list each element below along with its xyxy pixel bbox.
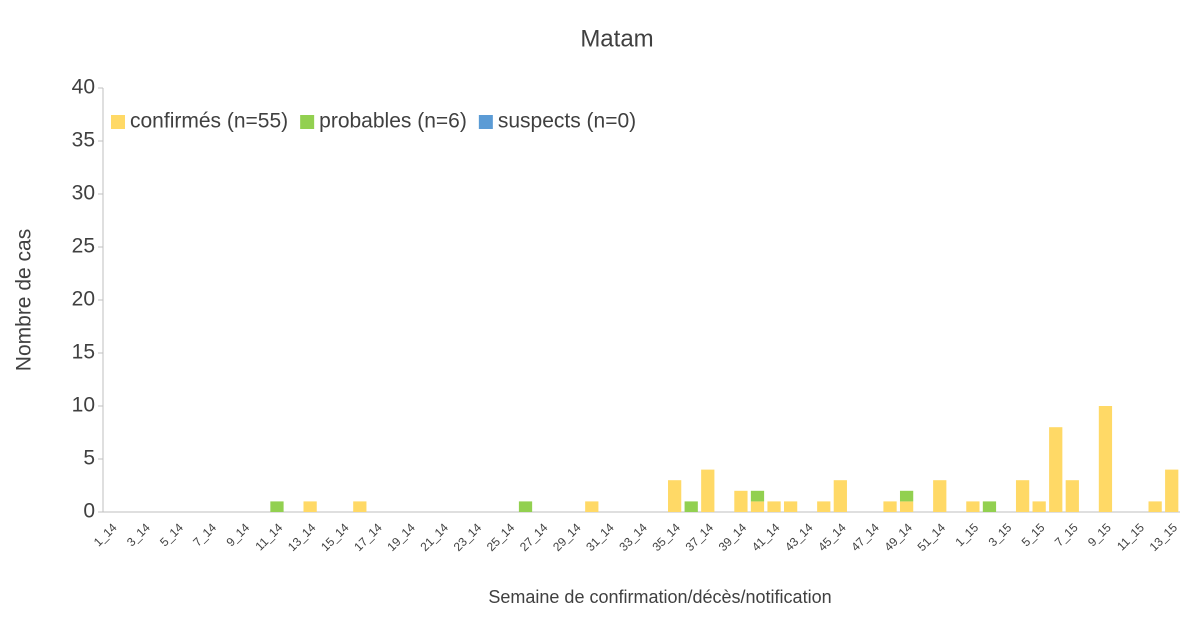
x-tick-label: 29_14 — [550, 520, 584, 554]
x-tick-label: 49_14 — [881, 520, 915, 554]
y-tick-label: 35 — [72, 129, 95, 152]
bar — [1032, 501, 1046, 512]
legend-swatch — [111, 115, 125, 129]
bar — [1098, 406, 1113, 512]
x-tick-label: 5_14 — [157, 520, 186, 549]
y-tick-label: 20 — [72, 288, 95, 311]
y-tick-label: 10 — [72, 394, 95, 417]
bar — [1049, 427, 1063, 512]
bar — [883, 501, 897, 512]
x-tick-label: 7_15 — [1052, 520, 1081, 549]
bar — [734, 490, 748, 512]
legend-label: confirmés (n=55) — [130, 110, 288, 133]
x-tick-label: 17_14 — [351, 520, 385, 554]
legend-swatch — [300, 115, 315, 129]
bar — [668, 480, 682, 512]
x-tick-label: 51_14 — [915, 520, 949, 554]
bar — [833, 480, 847, 512]
legend-label: suspects (n=0) — [498, 110, 636, 133]
bar — [701, 469, 715, 512]
y-tick-label: 15 — [72, 341, 95, 364]
bar — [353, 501, 367, 512]
x-tick-label: 27_14 — [517, 520, 551, 554]
bar — [1065, 480, 1079, 512]
x-tick-label: 13_15 — [1147, 520, 1180, 554]
x-tick-label: 25_14 — [484, 520, 518, 554]
y-tick-label: 0 — [83, 500, 95, 523]
bar — [270, 501, 284, 512]
chart-title: Matam — [580, 25, 653, 52]
bar — [899, 490, 914, 502]
bar — [933, 480, 947, 512]
x-tick-label: 33_14 — [616, 520, 650, 554]
bar — [684, 501, 698, 512]
x-tick-label: 9_14 — [223, 520, 252, 549]
bar — [585, 501, 599, 512]
x-tick-label: 35_14 — [650, 520, 684, 554]
x-tick-label: 3_14 — [124, 520, 153, 549]
y-axis-label: Nombre de cas — [13, 229, 36, 371]
x-tick-label: 15_14 — [318, 520, 352, 554]
y-tick-label: 25 — [72, 235, 95, 258]
bar — [1015, 480, 1030, 512]
x-tick-label: 3_15 — [986, 520, 1015, 549]
bar — [1148, 501, 1162, 512]
y-tick-label: 5 — [83, 447, 95, 470]
x-tick-label: 5_15 — [1019, 520, 1048, 549]
x-tick-label: 45_14 — [815, 520, 849, 554]
bar — [750, 501, 765, 512]
bar — [518, 501, 533, 512]
y-tick-label: 30 — [72, 182, 95, 205]
x-tick-label: 39_14 — [716, 520, 750, 554]
bar — [303, 501, 317, 512]
x-tick-label: 1_14 — [91, 520, 120, 549]
x-tick-label: 9_15 — [1085, 520, 1114, 549]
x-tick-label: 1_15 — [952, 520, 981, 549]
bar — [783, 501, 798, 512]
x-tick-label: 23_14 — [451, 520, 485, 554]
bar — [817, 501, 831, 512]
x-tick-label: 21_14 — [418, 520, 452, 554]
x-tick-label: 37_14 — [683, 520, 717, 554]
x-tick-label: 11_15 — [1114, 520, 1147, 553]
x-tick-label: 47_14 — [848, 520, 882, 554]
bar — [982, 501, 997, 512]
bar — [750, 490, 765, 502]
x-tick-label: 7_14 — [190, 520, 219, 549]
bar — [899, 501, 914, 512]
x-tick-label: 43_14 — [782, 520, 816, 554]
x-tick-label: 31_14 — [583, 520, 617, 554]
bar — [1165, 469, 1179, 512]
x-tick-label: 11_14 — [252, 520, 285, 553]
legend-label: probables (n=6) — [319, 110, 467, 133]
x-axis-label: Semaine de confirmation/décès/notificati… — [488, 587, 831, 607]
bar — [966, 501, 980, 512]
legend-swatch — [478, 115, 493, 129]
x-tick-label: 13_14 — [285, 520, 319, 554]
y-tick-label: 40 — [72, 76, 95, 99]
x-tick-label: 19_14 — [384, 520, 418, 554]
bar — [767, 501, 781, 512]
x-tick-label: 41_14 — [749, 520, 783, 554]
